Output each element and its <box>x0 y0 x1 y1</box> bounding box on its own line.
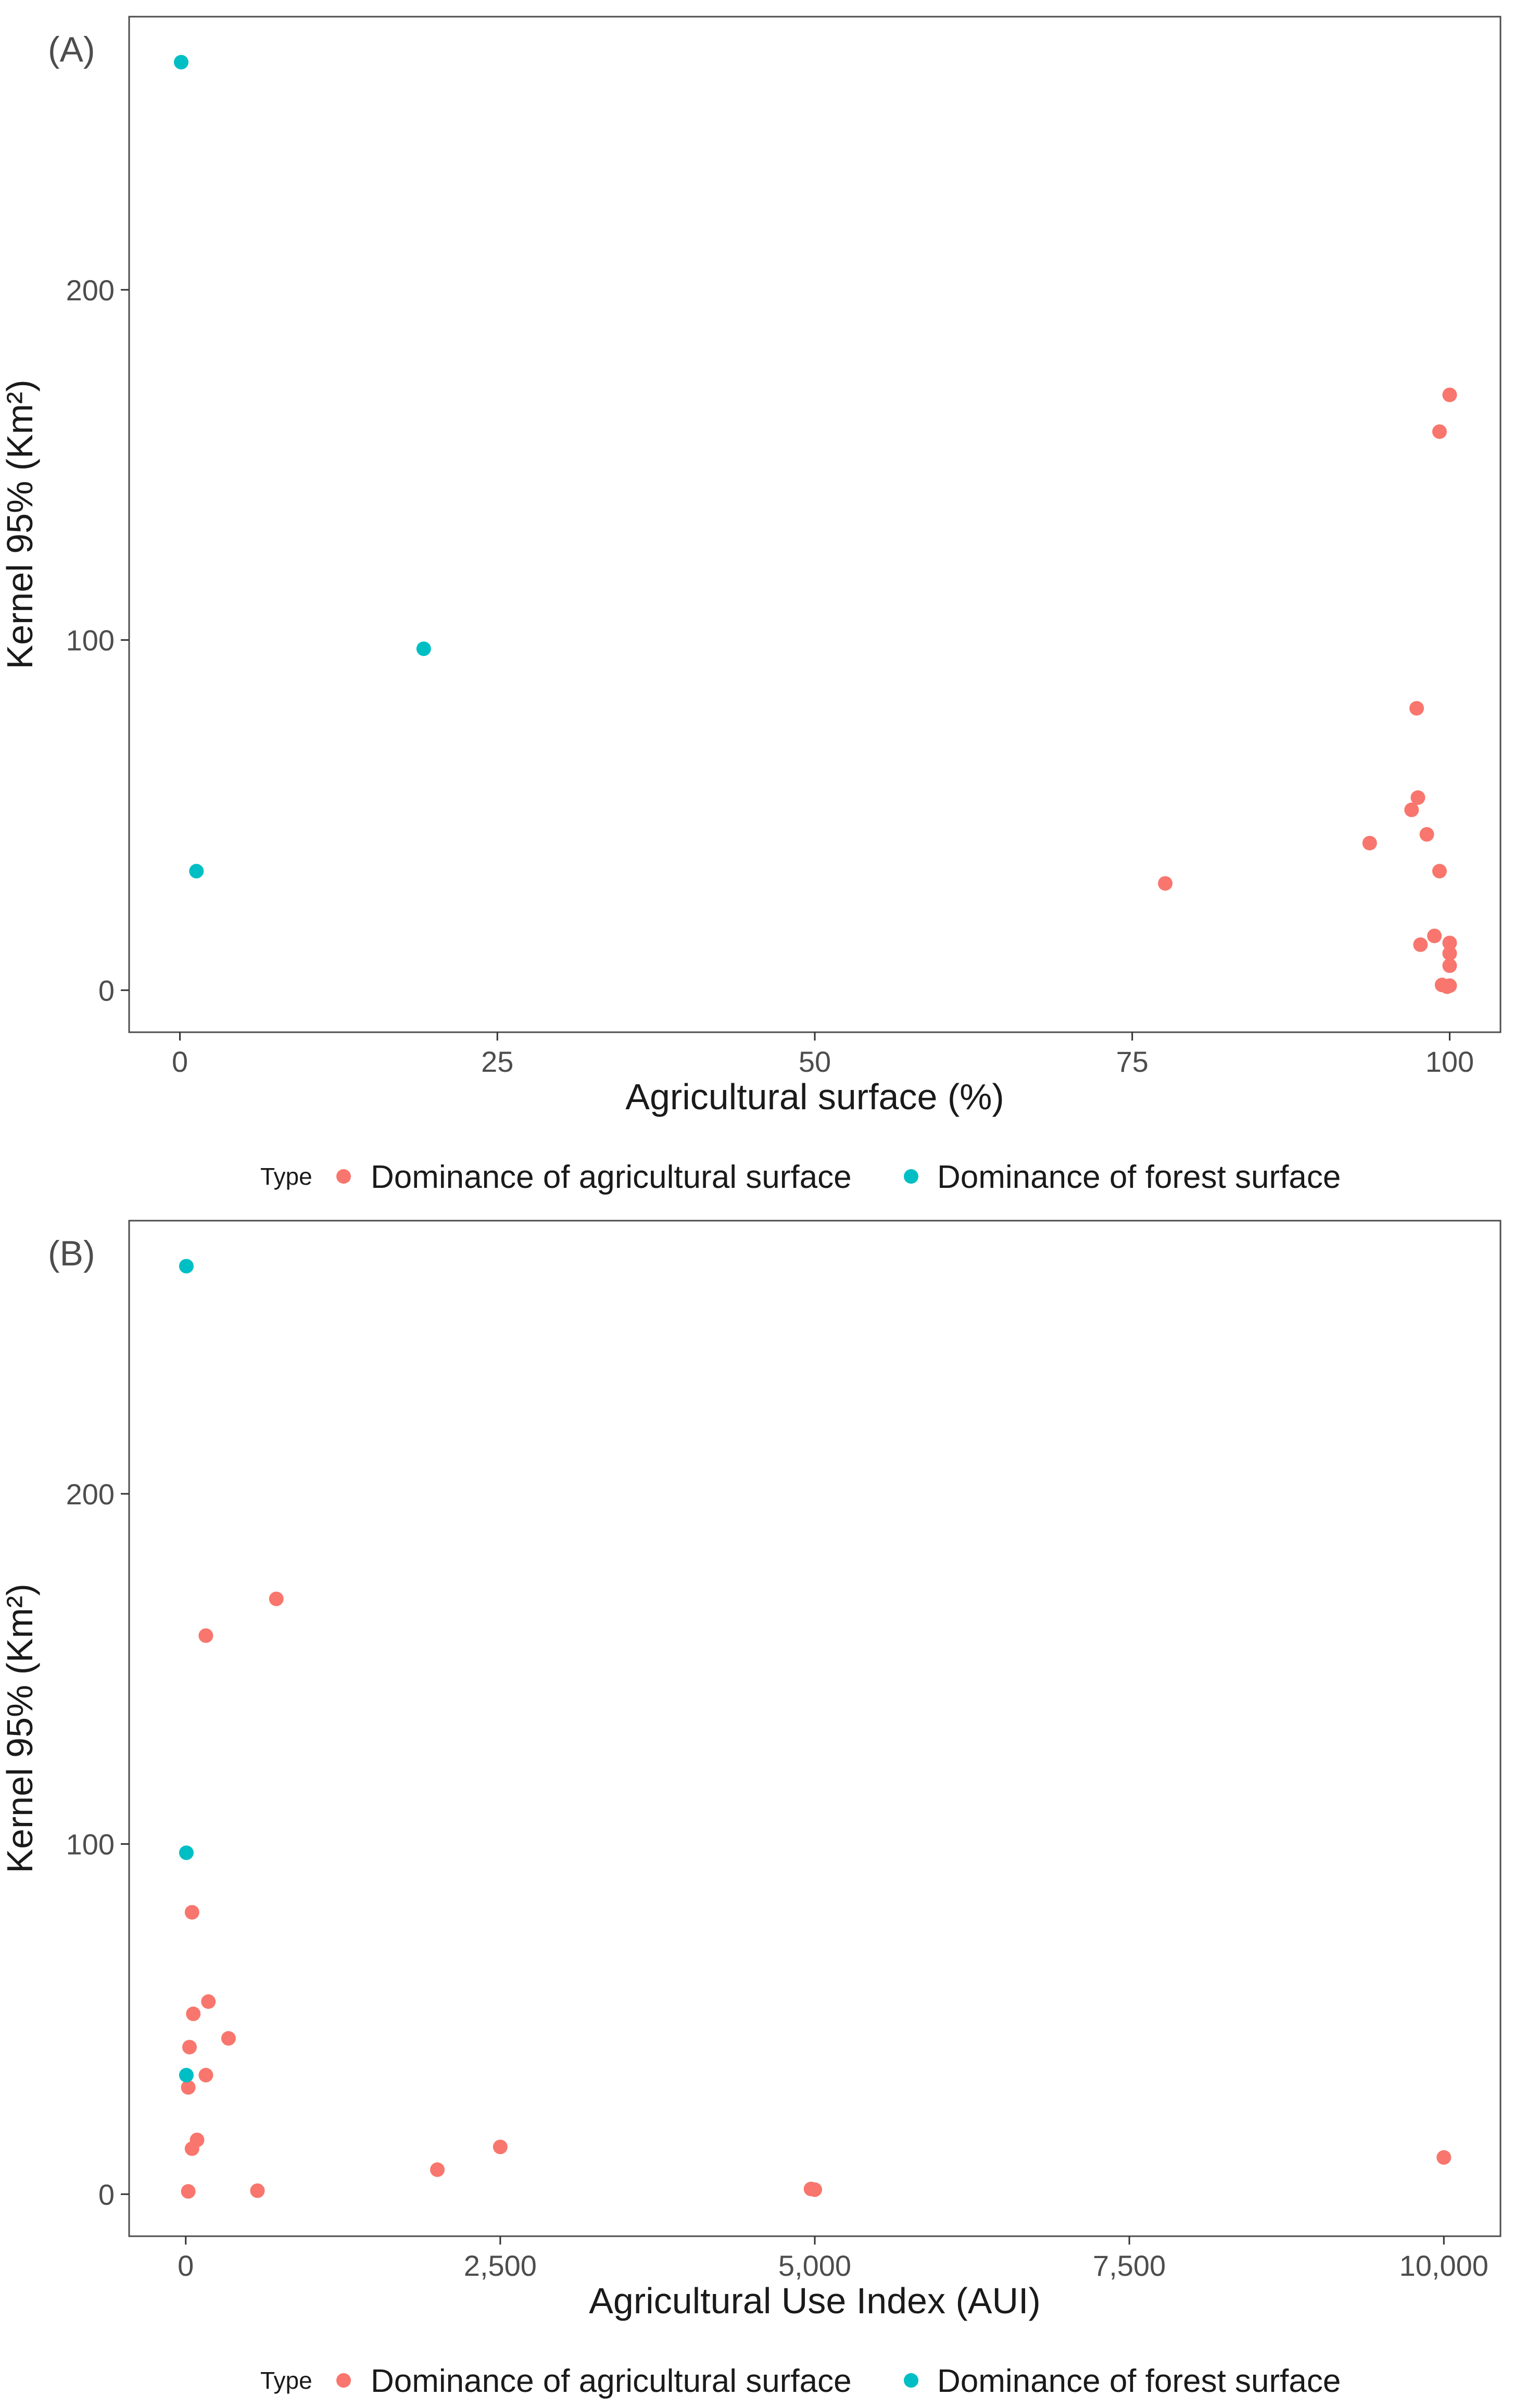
series-agricultural <box>1158 387 1457 994</box>
data-point <box>808 2182 822 2197</box>
x-axis-title: Agricultural Use Index (AUI) <box>589 2280 1041 2321</box>
data-point <box>1413 937 1428 952</box>
legend-label-forest: Dominance of forest surface <box>937 1159 1341 1195</box>
x-tick-label: 2,500 <box>464 2249 537 2282</box>
y-tick-label: 100 <box>66 1828 115 1861</box>
data-point <box>179 2068 194 2083</box>
data-point <box>179 1259 194 1274</box>
x-tick-label: 5,000 <box>778 2249 851 2282</box>
legend-title: Type <box>260 2367 312 2394</box>
data-point <box>181 2080 196 2095</box>
x-tick-label: 0 <box>172 1045 188 1078</box>
y-tick-label: 200 <box>66 1478 115 1511</box>
data-point <box>493 2139 508 2154</box>
y-axis-title: Kernel 95% (Km²) <box>0 379 40 669</box>
scatter-chart-b: 0 2,500 5,000 7,500 10,000 0 100 200 (B) Agricult… <box>0 1220 1502 2399</box>
data-point <box>1440 979 1455 994</box>
data-point <box>186 2006 201 2021</box>
data-point <box>1409 701 1424 716</box>
series-forest <box>173 55 431 879</box>
data-point <box>181 2184 196 2199</box>
data-point <box>1442 935 1457 950</box>
data-point <box>1362 835 1377 851</box>
scatter-chart-a: 0 25 50 75 100 0 100 200 (A) Agricultural surface… <box>0 16 1502 1195</box>
data-point <box>1432 864 1447 879</box>
legend-key-agricultural <box>336 2373 351 2388</box>
data-point <box>198 1628 213 1643</box>
series-agricultural <box>181 1591 1452 2199</box>
data-point <box>221 2031 236 2046</box>
x-axis-title: Agricultural surface (%) <box>625 1076 1004 1117</box>
data-point <box>269 1591 284 1606</box>
data-point <box>1442 958 1457 973</box>
y-tick-label: 0 <box>98 974 115 1007</box>
legend-label-agricultural: Dominance of agricultural surface <box>371 1159 852 1195</box>
panel-border <box>128 16 1502 1033</box>
data-point <box>173 55 188 70</box>
panel-label-b: (B) <box>48 1234 95 1273</box>
data-point <box>1158 876 1173 891</box>
data-point <box>1419 827 1434 842</box>
data-point <box>198 2068 213 2083</box>
y-tick-label: 100 <box>66 624 115 657</box>
legend-key-forest <box>904 1169 918 1184</box>
x-tick-label: 10,000 <box>1399 2249 1488 2282</box>
y-axis-title: Kernel 95% (Km²) <box>0 1583 40 1873</box>
y-tick-label: 200 <box>66 274 115 307</box>
data-point <box>416 641 431 656</box>
legend-title: Type <box>260 1163 312 1190</box>
data-point <box>189 864 204 879</box>
data-point <box>1442 946 1457 961</box>
data-point <box>1436 2150 1452 2165</box>
x-tick-label: 100 <box>1425 1045 1474 1078</box>
data-point <box>1427 928 1442 943</box>
series-forest <box>179 1259 194 2083</box>
x-tick-label: 50 <box>799 1045 831 1078</box>
data-point <box>182 2039 197 2055</box>
panel-a: 0 25 50 75 100 0 100 200 (A) Agricultural surface… <box>0 16 1502 1195</box>
data-point <box>1432 424 1447 439</box>
data-point <box>250 2183 265 2198</box>
data-point <box>184 2141 199 2156</box>
panel-label-a: (A) <box>48 30 95 69</box>
data-point <box>1410 790 1425 805</box>
x-tick-label: 75 <box>1116 1045 1149 1078</box>
data-point <box>430 2162 445 2177</box>
panel-border <box>128 1220 1502 2237</box>
x-tick-label: 25 <box>481 1045 513 1078</box>
data-point <box>179 1845 194 1860</box>
x-tick-label: 7,500 <box>1093 2249 1166 2282</box>
legend-label-forest: Dominance of forest surface <box>937 2363 1341 2399</box>
panel-b: 0 2,500 5,000 7,500 10,000 0 100 200 (B) Agricult… <box>0 1204 1514 2408</box>
y-tick-label: 0 <box>98 2178 115 2211</box>
legend-key-forest <box>904 2373 918 2388</box>
data-point <box>1442 387 1457 402</box>
data-point <box>1404 802 1419 817</box>
legend-key-agricultural <box>336 1169 351 1184</box>
data-point <box>201 1994 216 2009</box>
data-point <box>184 1905 199 1920</box>
x-tick-label: 0 <box>178 2249 194 2282</box>
legend-label-agricultural: Dominance of agricultural surface <box>371 2363 852 2399</box>
